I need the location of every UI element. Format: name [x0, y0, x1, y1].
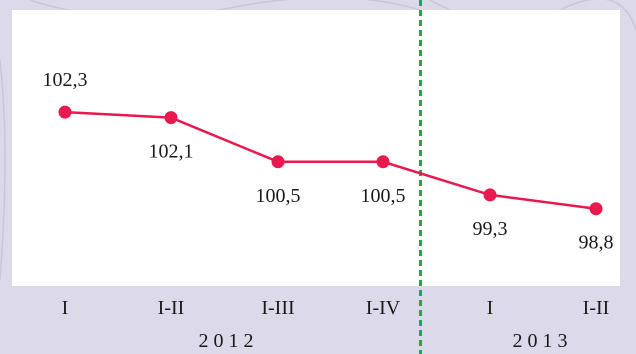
data-point	[483, 188, 497, 202]
data-point	[164, 111, 178, 125]
plot-area	[12, 10, 620, 286]
x-tick-label: I-II	[583, 297, 610, 319]
data-point	[589, 202, 603, 216]
year-group-label: 2 0 1 3	[513, 330, 568, 352]
year-group-label: 2 0 1 2	[199, 330, 254, 352]
data-point	[376, 155, 390, 169]
x-tick-label: I-IV	[366, 297, 401, 319]
x-tick-label: I	[487, 297, 494, 319]
data-point	[271, 155, 285, 169]
year-group-labels: 2 0 1 2 2 0 1 3	[199, 330, 568, 352]
x-tick-label: I	[62, 297, 69, 319]
x-axis-labels: I I-II I-III I-IV I I-II	[62, 297, 610, 319]
data-label: 100,5	[361, 185, 406, 207]
series-layer: 102,3 102,1 100,5 100,5 99,3 98,8	[43, 69, 614, 254]
series-line	[64, 110, 597, 210]
data-label: 99,3	[473, 218, 508, 240]
data-label: 98,8	[579, 232, 614, 254]
background-curve	[0, 59, 6, 281]
data-label: 102,3	[43, 69, 88, 91]
x-tick-label: I-III	[261, 297, 294, 319]
data-label: 100,5	[256, 185, 301, 207]
data-point	[58, 105, 72, 119]
data-label: 102,1	[149, 141, 194, 163]
x-tick-label: I-II	[158, 297, 185, 319]
